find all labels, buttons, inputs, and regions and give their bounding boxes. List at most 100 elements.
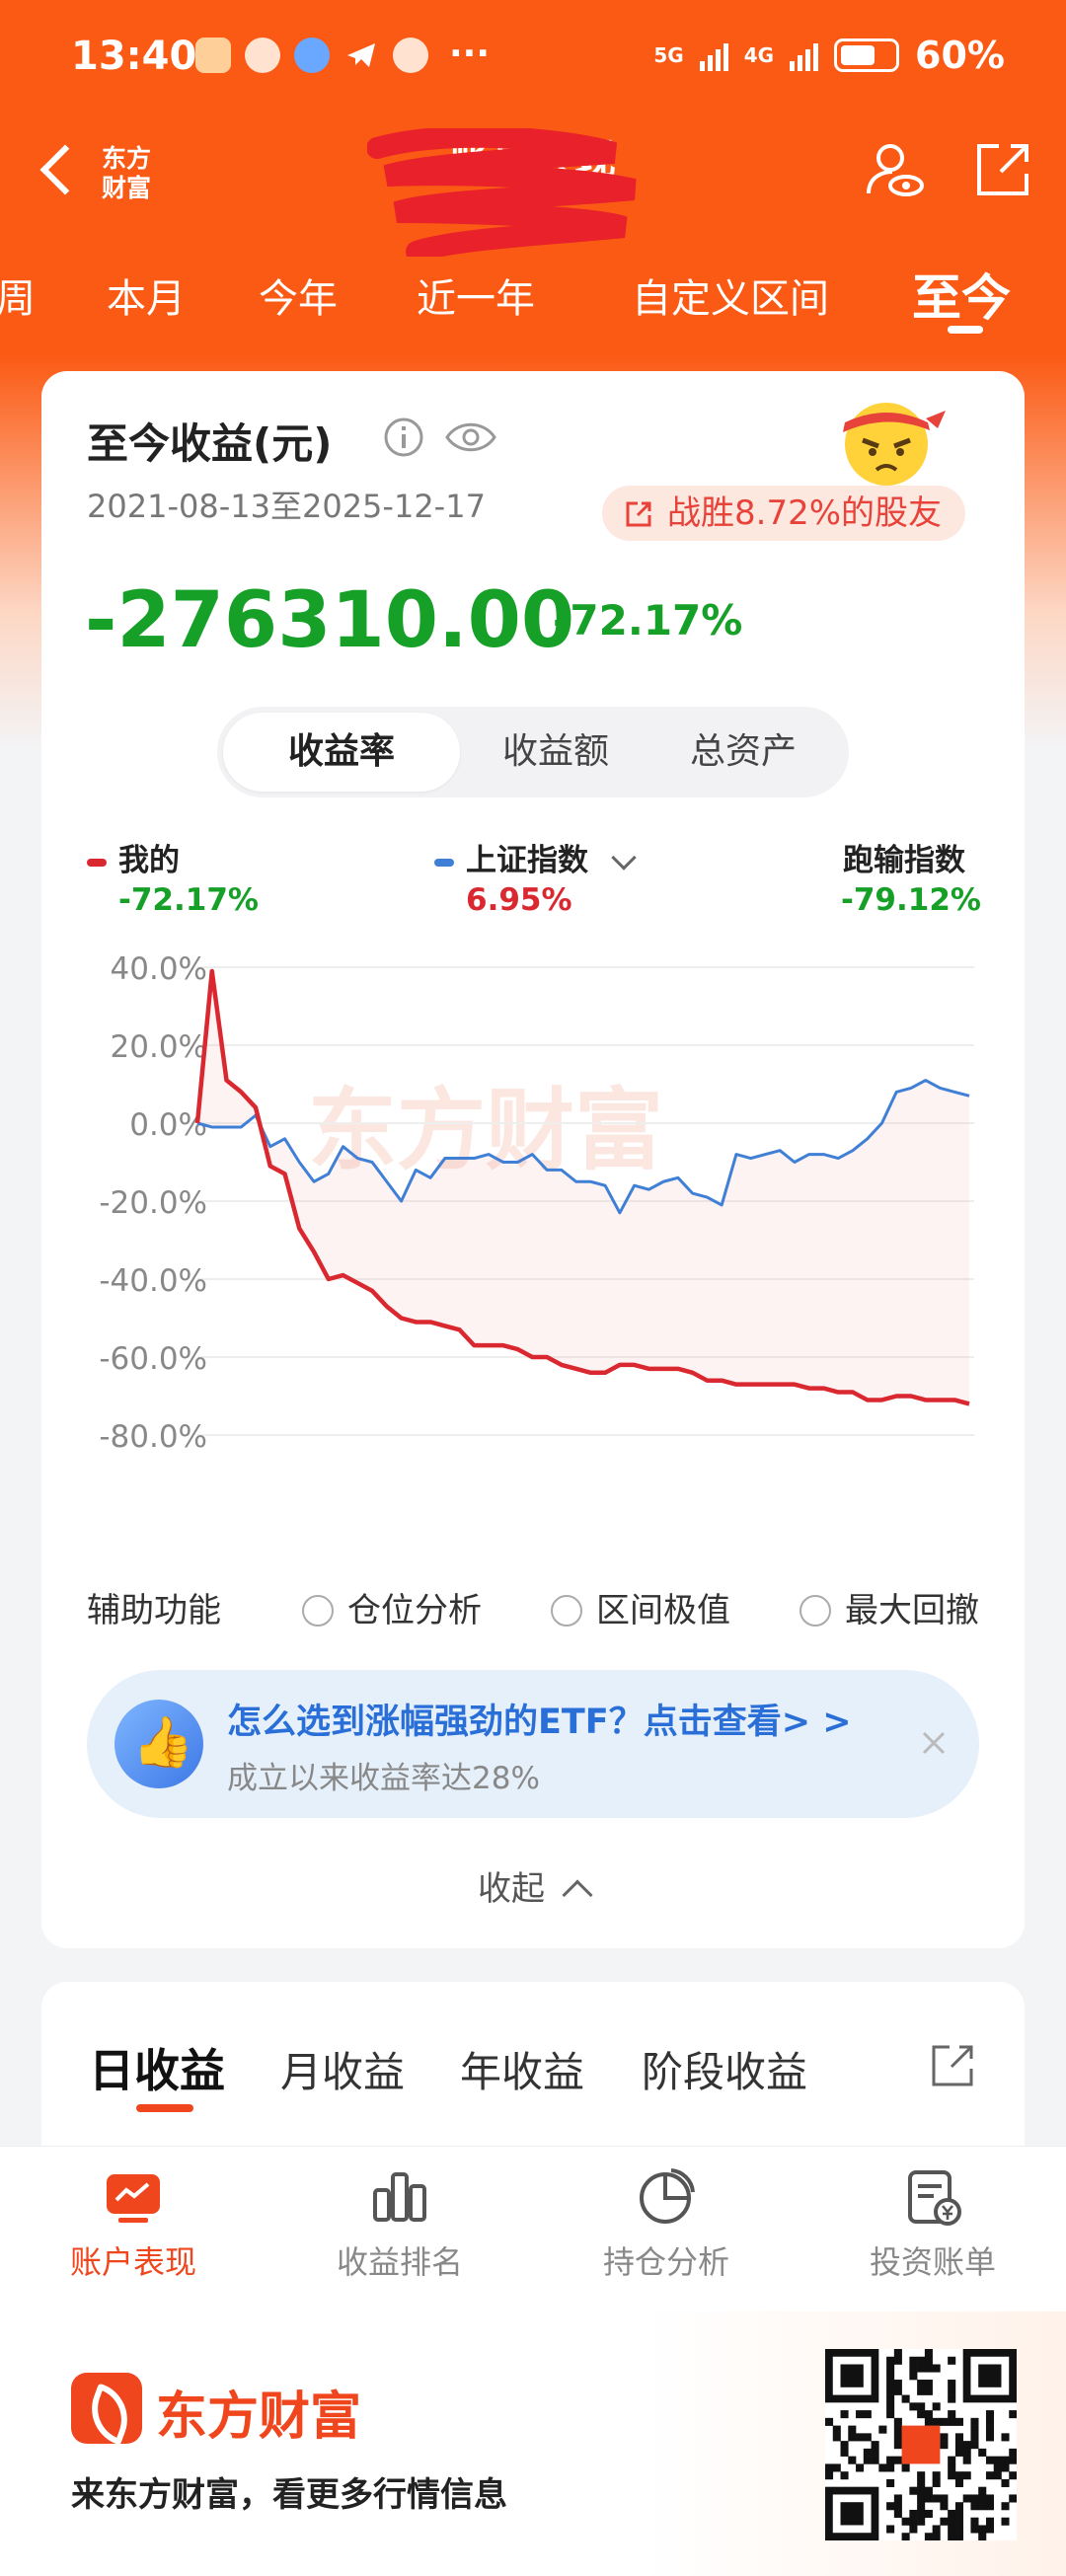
qr-module xyxy=(909,2402,918,2411)
qr-module xyxy=(893,2456,902,2464)
qr-module xyxy=(863,2433,872,2442)
qr-module xyxy=(848,2433,857,2442)
legend-index-value: 6.95% xyxy=(466,882,572,918)
close-icon[interactable] xyxy=(916,1725,952,1761)
nav-holding-analysis[interactable]: 持仓分析 xyxy=(533,2166,800,2283)
app-notification-icon xyxy=(245,38,280,73)
qr-finder xyxy=(840,2502,864,2526)
qr-module xyxy=(940,2441,949,2450)
collapse-button[interactable]: 收起 xyxy=(41,1861,1025,1911)
qr-module xyxy=(924,2417,933,2426)
option-position-analysis[interactable]: 仓位分析 xyxy=(302,1583,482,1631)
qr-module xyxy=(893,2356,902,2365)
qr-module xyxy=(993,2456,1002,2464)
seg-total-assets[interactable]: 总资产 xyxy=(689,731,797,772)
user-view-icon[interactable] xyxy=(863,138,926,201)
qr-module xyxy=(832,2433,841,2442)
status-bar: 13:40 ··· 5G 4G 60% xyxy=(0,0,1066,118)
y-tick-label: 20.0% xyxy=(111,1029,207,1065)
seg-return-amount[interactable]: 收益额 xyxy=(501,731,609,772)
qr-module xyxy=(948,2517,956,2526)
nav-investment-bill[interactable]: 投资账单 xyxy=(800,2166,1066,2283)
tab-custom-range[interactable]: 自定义区间 xyxy=(632,276,829,322)
footer-slogan: 来东方财富，看更多行情信息 xyxy=(71,2475,507,2515)
qr-module xyxy=(1001,2517,1010,2526)
footer-brand: 东方财富 xyxy=(156,2387,362,2447)
aux-label: 辅助功能 xyxy=(87,1591,221,1630)
tab-since-inception[interactable]: 至今 xyxy=(912,269,1011,327)
qr-module xyxy=(909,2364,918,2373)
option-interval-extremes[interactable]: 区间极值 xyxy=(551,1583,730,1631)
qr-module xyxy=(985,2425,995,2434)
qr-module xyxy=(924,2494,933,2503)
qr-module xyxy=(917,2387,926,2395)
tab-yearly-profit[interactable]: 年收益 xyxy=(460,2048,585,2096)
qr-module xyxy=(948,2509,956,2519)
tab-this-year[interactable]: 今年 xyxy=(259,276,338,322)
tab-last-year[interactable]: 近一年 xyxy=(417,276,535,322)
qr-module xyxy=(948,2410,956,2419)
tab-this-month[interactable]: 本月 xyxy=(107,276,186,322)
qr-module xyxy=(917,2364,926,2373)
qr-module xyxy=(863,2410,872,2419)
promo-title[interactable]: 怎么选到涨幅强劲的ETF？点击查看> > xyxy=(227,1703,852,1742)
qr-module xyxy=(962,2441,971,2450)
qr-module xyxy=(909,2509,918,2519)
chart-mode-switch: 收益率 收益额 总资产 xyxy=(217,707,849,797)
qr-module xyxy=(886,2478,895,2487)
y-tick-label: -80.0% xyxy=(99,1419,207,1455)
qr-module xyxy=(893,2425,902,2434)
etf-promo-banner[interactable]: 怎么选到涨幅强劲的ETF？点击查看> > 成立以来收益率达28% xyxy=(87,1670,979,1818)
qr-module xyxy=(985,2517,995,2526)
qr-module xyxy=(917,2410,926,2419)
qr-module xyxy=(948,2417,956,2426)
qr-module xyxy=(978,2533,987,2540)
qr-module xyxy=(917,2471,926,2480)
qr-module xyxy=(863,2456,872,2464)
qr-module xyxy=(1001,2433,1010,2442)
share-small-icon xyxy=(626,501,651,527)
qr-module xyxy=(878,2425,887,2434)
qr-module xyxy=(886,2525,895,2534)
beat-peers-text: 战胜8.72%的股友 xyxy=(667,493,943,533)
info-icon[interactable] xyxy=(383,417,424,458)
tab-monthly-profit[interactable]: 月收益 xyxy=(280,2048,406,2096)
share-icon[interactable] xyxy=(971,138,1034,201)
nav-account-performance[interactable]: 账户表现 xyxy=(0,2166,266,2283)
beat-peers-badge[interactable]: 战胜8.72%的股友 xyxy=(602,486,966,541)
qr-module xyxy=(917,2502,926,2511)
qr-module xyxy=(825,2471,834,2480)
qr-module xyxy=(962,2448,971,2457)
legend-index[interactable]: 上证指数 xyxy=(434,835,637,879)
qr-module xyxy=(856,2433,865,2442)
tab-stage-profit[interactable]: 阶段收益 xyxy=(642,2048,808,2096)
promo-subtitle: 成立以来收益率达28% xyxy=(227,1761,540,1796)
tab-week[interactable]: 周 xyxy=(0,276,36,322)
qr-module xyxy=(886,2410,895,2419)
series-index-line xyxy=(196,1079,970,1215)
qr-module xyxy=(970,2502,979,2511)
chart-screen-icon xyxy=(107,2174,160,2223)
qr-module xyxy=(932,2494,941,2503)
share-icon[interactable] xyxy=(928,2039,979,2090)
return-line-chart[interactable]: 东方财富 40.0% 20.0% 0.0% -20.0% -40.0% -60.0% -80.… xyxy=(41,934,1025,1457)
qr-module xyxy=(948,2533,956,2540)
option-max-drawdown[interactable]: 最大回撤 xyxy=(800,1583,979,1631)
qr-module xyxy=(924,2380,933,2388)
qr-module xyxy=(970,2494,979,2503)
redaction-scribble xyxy=(367,128,637,257)
tab-daily-profit[interactable]: 日收益 xyxy=(89,2044,225,2097)
qr-finder xyxy=(840,2364,864,2387)
qr-module xyxy=(901,2533,910,2540)
qr-finder xyxy=(978,2364,1002,2387)
nav-profit-ranking[interactable]: 收益排名 xyxy=(266,2166,533,2283)
eye-icon[interactable] xyxy=(444,417,497,458)
qr-module xyxy=(886,2456,895,2464)
qr-module xyxy=(856,2463,865,2472)
qr-module xyxy=(832,2425,841,2434)
qr-module xyxy=(985,2456,995,2464)
qr-module xyxy=(954,2478,963,2487)
seg-return-rate[interactable]: 收益率 xyxy=(223,713,460,792)
qr-code-icon[interactable] xyxy=(825,2349,1017,2540)
qr-module xyxy=(893,2387,902,2395)
